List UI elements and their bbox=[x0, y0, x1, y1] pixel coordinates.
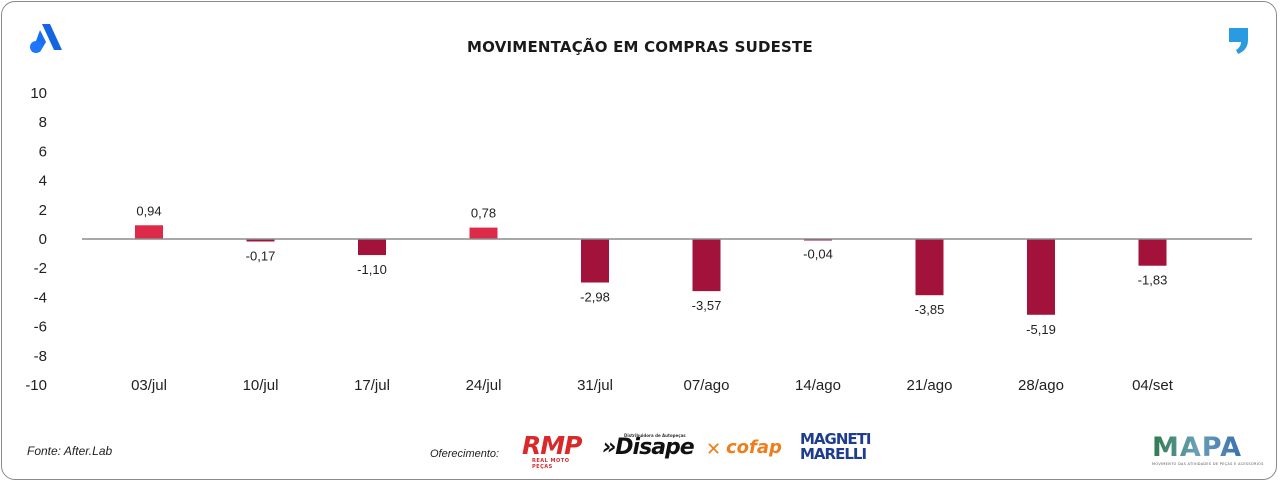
bar bbox=[915, 239, 944, 296]
offer-label: Oferecimento: bbox=[430, 448, 500, 460]
data-label: -1,10 bbox=[357, 262, 387, 277]
x-tick-label: 24/jul bbox=[466, 377, 502, 394]
bar bbox=[1027, 239, 1055, 315]
x-tick-label: 04/set bbox=[1132, 377, 1174, 394]
data-label: -3,57 bbox=[692, 298, 722, 313]
cofap-logo[interactable]: ✕ cofap bbox=[706, 437, 794, 461]
data-label: -5,19 bbox=[1026, 322, 1056, 337]
data-label: 0,94 bbox=[136, 203, 161, 218]
x-tick-label: 14/ago bbox=[795, 377, 841, 394]
mapa-wordmark: MAPA bbox=[1152, 432, 1242, 461]
x-tick-label: 10/jul bbox=[243, 377, 279, 394]
data-label: -1,83 bbox=[1138, 273, 1168, 288]
after-lab-logo-icon bbox=[30, 24, 62, 53]
magneti-marelli-logo[interactable]: MAGNETI MARELLI bbox=[800, 430, 871, 464]
chart-title: MOVIMENTAÇÃO EM COMPRAS SUDESTE bbox=[467, 38, 813, 56]
rmp-name: RMP bbox=[522, 431, 582, 460]
x-tick-label: 07/ago bbox=[684, 377, 730, 394]
mapa-tagline: MOVIMENTO DAS ATIVIDADES DE PEÇAS E ACES… bbox=[1152, 462, 1264, 466]
mapa-logo: MAPA MOVIMENTO DAS ATIVIDADES DE PEÇAS E… bbox=[1152, 431, 1263, 471]
bar bbox=[246, 239, 275, 242]
y-tick-label: -2 bbox=[34, 260, 47, 277]
disape-logo[interactable]: Distribuidora de Autopeças »Disape bbox=[602, 433, 695, 463]
rmp-tagline: REAL MOTO PEÇAS bbox=[532, 458, 570, 470]
bar bbox=[358, 239, 386, 256]
y-tick-label: 0 bbox=[39, 231, 47, 248]
data-label: -2,98 bbox=[580, 290, 610, 305]
x-tick-label: 17/jul bbox=[354, 377, 390, 394]
cofap-name: cofap bbox=[726, 437, 782, 458]
x-tick-label: 31/jul bbox=[577, 377, 613, 394]
magneti-line2: MARELLI bbox=[800, 445, 867, 463]
bar bbox=[469, 227, 498, 239]
y-tick-label: 4 bbox=[39, 173, 47, 190]
y-tick-label: 8 bbox=[39, 114, 47, 131]
rmp-logo[interactable]: RMP REAL MOTO PEÇAS bbox=[522, 431, 590, 470]
comma-logo-icon bbox=[1229, 28, 1248, 54]
magneti-line1: MAGNETI bbox=[800, 430, 871, 448]
y-tick-label: -10 bbox=[25, 377, 47, 394]
y-tick-label: 2 bbox=[39, 202, 47, 219]
x-tick-label: 28/ago bbox=[1018, 377, 1064, 394]
disape-name: »Disape bbox=[602, 435, 695, 460]
cofap-icon: ✕ bbox=[706, 439, 722, 460]
data-label: 0,78 bbox=[471, 206, 496, 221]
x-tick-label: 21/ago bbox=[907, 377, 953, 394]
bar bbox=[1138, 239, 1167, 266]
x-tick-label: 03/jul bbox=[131, 377, 167, 394]
y-tick-label: -8 bbox=[34, 348, 47, 365]
y-tick-label: 10 bbox=[30, 85, 47, 102]
source-note: Fonte: After.Lab bbox=[27, 444, 113, 458]
mapa-name: MAPA bbox=[1152, 432, 1242, 461]
data-label: -3,85 bbox=[915, 302, 945, 317]
data-label: -0,17 bbox=[246, 248, 276, 263]
y-tick-label: -6 bbox=[34, 319, 47, 336]
disape-tagline: Distribuidora de Autopeças bbox=[624, 433, 686, 438]
y-tick-label: -4 bbox=[34, 289, 47, 306]
y-tick-label: 6 bbox=[39, 143, 47, 160]
bar bbox=[581, 239, 609, 283]
bar bbox=[692, 239, 721, 292]
bar bbox=[135, 225, 163, 239]
data-label: -0,04 bbox=[803, 247, 833, 262]
